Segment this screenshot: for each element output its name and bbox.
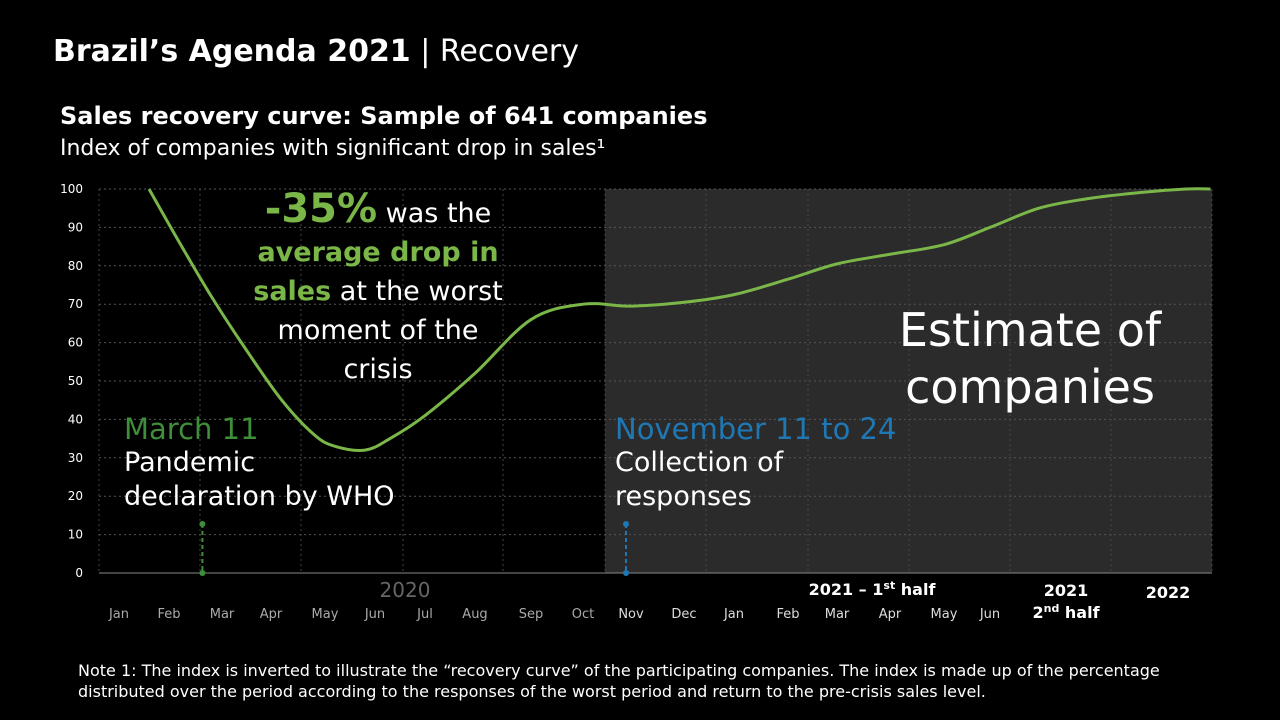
- x-tick-label: May: [931, 607, 958, 622]
- x-axis-ticks: Jan Feb Mar Apr May Jun Jul Aug Sep Oct Nov Dec Jan F…: [108, 607, 1000, 622]
- estimate-label: Estimate of companies: [880, 302, 1180, 416]
- callout-percentage: -35%: [264, 186, 378, 232]
- x-tick-label: Feb: [157, 607, 180, 622]
- y-tick-label: 100: [60, 182, 83, 196]
- year-label-2021-h2-num: 2: [1032, 603, 1043, 622]
- callout-line-3: sales at the worst: [228, 272, 528, 311]
- chart-subtitle: Index of companies with significant drop…: [60, 136, 606, 161]
- march-annotation: March 11 Pandemic declaration by WHO: [124, 412, 395, 514]
- y-tick-label: 80: [68, 259, 83, 273]
- y-tick-label: 90: [68, 220, 83, 234]
- march-11-marker-dot-bottom: [199, 570, 206, 576]
- november-marker-dot-bottom: [623, 570, 629, 576]
- x-tick-label: Jan: [723, 607, 744, 622]
- x-tick-label: Nov: [618, 607, 644, 622]
- x-tick-label: Jun: [364, 607, 385, 622]
- callout-line-2: average drop in: [257, 237, 499, 268]
- november-marker-dot-top: [623, 521, 629, 527]
- march-annotation-line-1: Pandemic: [124, 447, 256, 478]
- y-tick-label: 20: [68, 489, 83, 503]
- year-label-2021-h2-sup: nd: [1044, 602, 1060, 615]
- year-label-2021-h2: 2nd half: [1032, 602, 1100, 623]
- y-tick-label: 10: [68, 528, 83, 542]
- x-tick-label: Dec: [671, 607, 696, 622]
- x-tick-label: Feb: [776, 607, 799, 622]
- x-tick-label: Apr: [260, 607, 283, 622]
- x-tick-label: Aug: [462, 607, 487, 622]
- march-11-marker-dot-top: [199, 521, 206, 527]
- year-label-2022: 2022: [1146, 583, 1191, 602]
- estimate-label-line-2: companies: [905, 360, 1155, 414]
- year-label-2021-h1-tail: half: [895, 580, 936, 599]
- x-tick-label: Jan: [108, 607, 129, 622]
- november-annotation-date: November 11 to 24: [615, 412, 897, 446]
- callout-line-3-green: sales: [253, 276, 332, 307]
- year-label-2020: 2020: [380, 578, 431, 602]
- x-tick-label: May: [312, 607, 339, 622]
- y-tick-label: 40: [68, 412, 83, 426]
- year-label-2021-h1-main: 2021 – 1: [809, 580, 884, 599]
- page-title-section: Recovery: [439, 34, 579, 69]
- x-tick-label: Jun: [979, 607, 1000, 622]
- x-tick-label: Apr: [879, 607, 902, 622]
- x-tick-label: Mar: [825, 607, 850, 622]
- x-tick-label: Mar: [210, 607, 235, 622]
- page-title: Brazil’s Agenda 2021 | Recovery: [53, 34, 579, 69]
- november-annotation: November 11 to 24 Collection of response…: [615, 412, 896, 514]
- x-tick-label: Jul: [416, 607, 433, 622]
- chart-title: Sales recovery curve: Sample of 641 comp…: [60, 102, 708, 130]
- y-tick-label: 60: [68, 336, 83, 350]
- recovery-curve-line: [147, 187, 1211, 452]
- callout-line-3-rest: at the worst: [331, 276, 503, 307]
- y-axis-ticks: 0 10 20 30 40 50 60 70 80 90 100: [60, 182, 83, 580]
- y-tick-label: 0: [75, 566, 83, 580]
- year-label-2021-h1-sup: st: [883, 579, 895, 592]
- footnote: Note 1: The index is inverted to illustr…: [78, 661, 1160, 701]
- average-drop-callout: -35% was the average drop in sales at th…: [228, 189, 528, 389]
- callout-line-4: moment of the: [277, 315, 479, 346]
- page-title-main: Brazil’s Agenda 2021: [53, 34, 411, 69]
- march-annotation-line-2: declaration by WHO: [124, 481, 395, 512]
- y-tick-label: 30: [68, 451, 83, 465]
- year-label-2021-h1: 2021 – 1st half: [809, 579, 937, 600]
- x-tick-label: Sep: [519, 607, 544, 622]
- page-title-separator: |: [420, 34, 431, 69]
- event-markers: [199, 521, 629, 576]
- march-annotation-date: March 11: [124, 412, 259, 446]
- x-tick-label: Oct: [572, 607, 594, 622]
- november-annotation-line-2: responses: [615, 481, 752, 512]
- callout-line-1: -35% was the: [228, 189, 528, 233]
- callout-line-5: crisis: [343, 354, 413, 385]
- november-annotation-line-1: Collection of: [615, 447, 784, 478]
- chart-grid: [98, 188, 1213, 574]
- y-tick-label: 50: [68, 374, 83, 388]
- year-label-2021-h2-year: 2021: [1044, 581, 1089, 600]
- callout-line-1-rest: was the: [377, 198, 492, 229]
- estimate-label-line-1: Estimate of: [898, 303, 1162, 357]
- year-label-2021-h2-tail: half: [1059, 603, 1100, 622]
- y-tick-label: 70: [68, 297, 83, 311]
